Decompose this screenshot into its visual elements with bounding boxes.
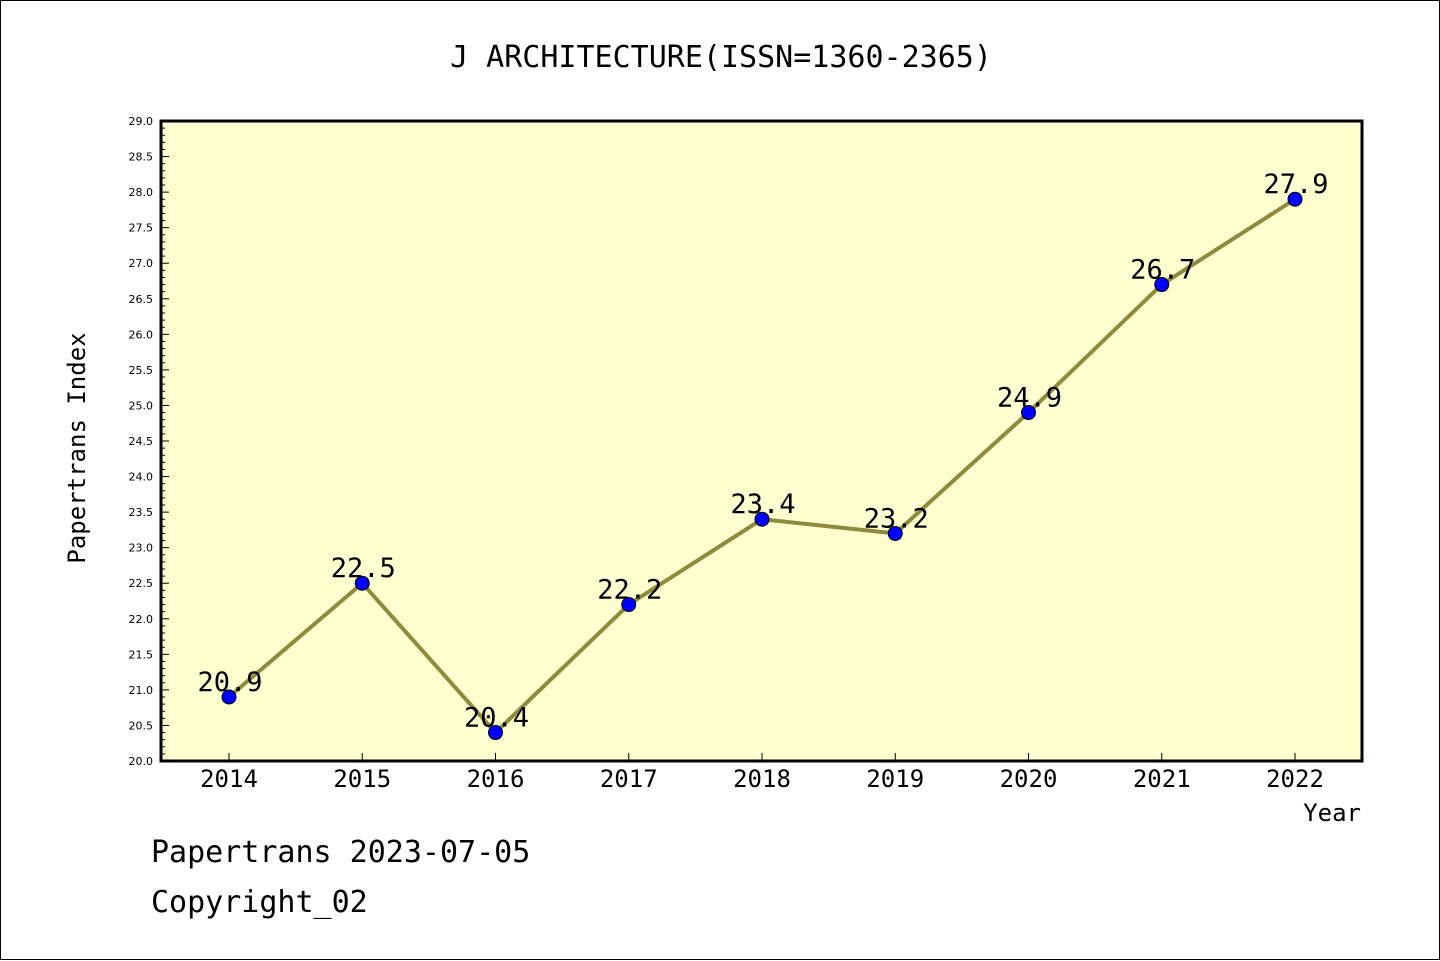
chart-title: J ARCHITECTURE(ISSN=1360-2365) [450, 40, 992, 75]
x-tick-label: 2022 [1266, 765, 1324, 793]
x-tick-label: 2017 [600, 765, 658, 793]
y-tick-label: 21.0 [129, 684, 154, 697]
data-point [488, 725, 503, 741]
y-tick-label: 28.5 [129, 151, 154, 164]
y-tick-label: 20.0 [129, 755, 154, 768]
y-tick-label: 23.0 [129, 542, 154, 555]
x-tick-label: 2014 [200, 765, 258, 793]
x-tick-label: 2018 [733, 765, 791, 793]
plot-area: 20.0 20.5 21.0 21.5 22.0 22.5 23.0 23.5 24.0 24.5… [129, 115, 1364, 793]
x-tick-label: 2021 [1133, 765, 1191, 793]
y-tick-label: 27.5 [129, 222, 154, 235]
y-tick-label: 26.5 [129, 293, 154, 306]
y-tick-label: 26.0 [129, 328, 154, 341]
data-point [621, 597, 637, 613]
data-point [754, 511, 770, 527]
y-tick-label: 24.0 [129, 471, 154, 484]
data-label: 20.9 [197, 667, 262, 698]
y-tick-label: 20.5 [129, 719, 154, 732]
plot-background [161, 121, 1362, 761]
y-tick-label: 21.5 [129, 648, 154, 661]
x-tick-label: 2015 [333, 765, 391, 793]
data-label: 23.4 [730, 489, 795, 520]
x-tick-label: 2019 [866, 765, 924, 793]
data-point [1154, 277, 1170, 293]
y-tick-label: 23.5 [129, 506, 154, 519]
data-point [1287, 191, 1303, 207]
y-tick-label: 24.5 [129, 435, 154, 448]
y-tick-label: 28.0 [129, 186, 154, 199]
y-tick-label: 22.5 [129, 577, 154, 590]
data-point [221, 689, 237, 705]
data-label: 22.2 [597, 575, 662, 606]
x-tick-label: 2016 [467, 765, 525, 793]
y-tick-label: 22.0 [129, 613, 154, 626]
y-axis-label: Papertrans Index [63, 332, 91, 563]
data-point [887, 525, 903, 541]
y-tick-label: 29.0 [129, 115, 154, 128]
x-axis-label: Year [1303, 799, 1361, 827]
x-tick-label: 2020 [1000, 765, 1058, 793]
y-tick-label: 25.0 [129, 399, 154, 412]
footer-copyright: Copyright_02 [151, 885, 368, 920]
y-tick-label: 25.5 [129, 364, 154, 377]
y-tick-label: 27.0 [129, 257, 154, 270]
data-label: 23.2 [864, 503, 929, 534]
data-label: 24.9 [997, 383, 1062, 414]
plot-border [159, 119, 1364, 763]
data-point [1021, 405, 1036, 421]
footer-date: Papertrans 2023-07-05 [151, 835, 531, 870]
data-label: 26.7 [1130, 255, 1195, 286]
data-label: 27.9 [1263, 169, 1328, 200]
data-point [354, 575, 370, 591]
data-label: 20.4 [464, 703, 529, 734]
data-label: 22.5 [331, 553, 396, 584]
